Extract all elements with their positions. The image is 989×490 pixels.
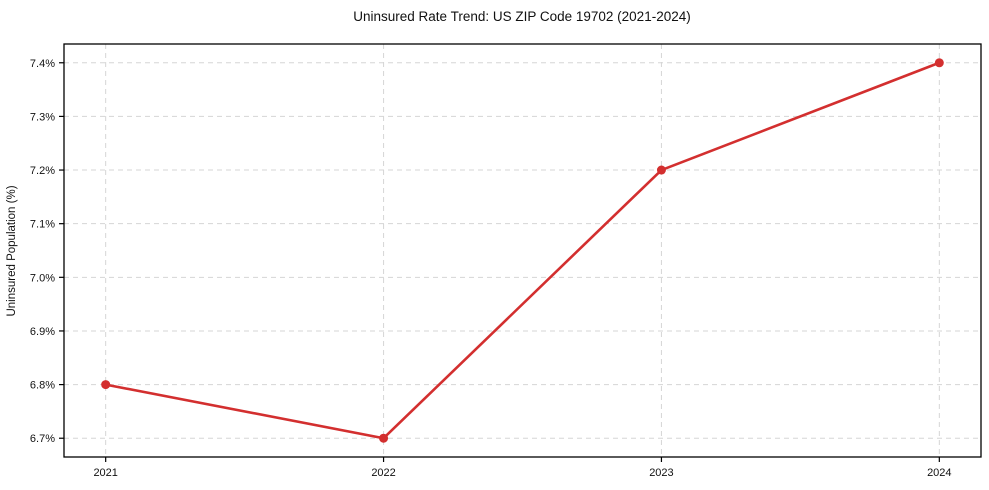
y-tick-label: 7.4%	[30, 58, 55, 70]
y-tick-label: 6.7%	[30, 433, 55, 445]
y-tick-label: 7.3%	[30, 111, 55, 123]
grid-layer	[64, 44, 981, 457]
x-tick-label: 2021	[93, 467, 117, 479]
y-tick-label: 7.2%	[30, 165, 55, 177]
data-point	[379, 433, 389, 443]
data-point	[656, 165, 666, 175]
data-point	[934, 58, 944, 68]
y-tick-label: 6.8%	[30, 380, 55, 392]
y-tick-label: 7.0%	[30, 272, 55, 284]
plot-border	[63, 43, 982, 458]
series-layer	[101, 58, 944, 443]
y-tick-label: 6.9%	[30, 326, 55, 338]
x-tick-label: 2024	[927, 467, 951, 479]
y-axis-label: Uninsured Population (%)	[6, 185, 18, 316]
trend-line	[104, 61, 941, 440]
data-point	[101, 380, 111, 390]
chart-title: Uninsured Rate Trend: US ZIP Code 19702 …	[353, 9, 690, 24]
axes-layer: 6.7% 6.8% 6.9% 7.0% 7.1% 7.2% 7.3% 7.4% 2021 2022…	[30, 43, 982, 479]
y-tick-label: 7.1%	[30, 219, 55, 231]
x-tick-label: 2023	[649, 467, 673, 479]
x-tick-label: 2022	[371, 467, 395, 479]
